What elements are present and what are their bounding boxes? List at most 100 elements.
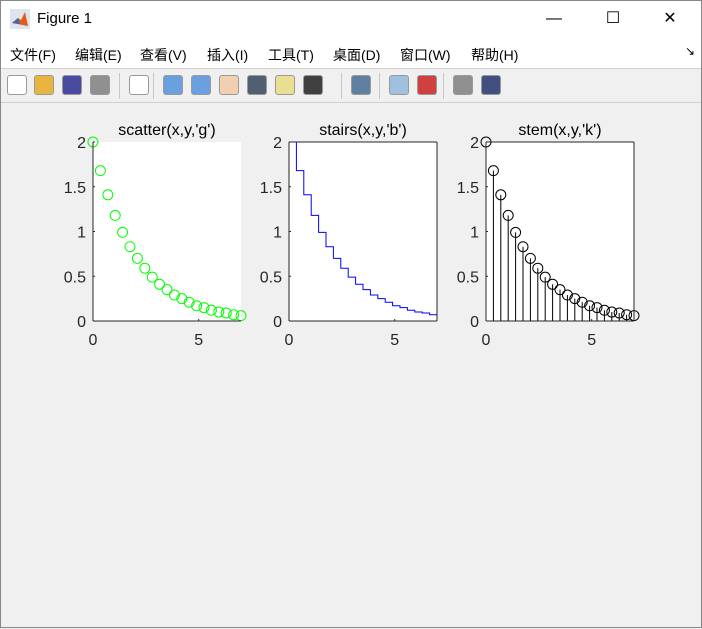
minimize-button[interactable]: — [546,10,562,27]
y-tick-label: 0.5 [64,269,86,286]
scatter-point [168,289,180,301]
legend-icon[interactable] [417,75,437,95]
pointer-icon[interactable] [129,75,149,95]
scatter-point [94,165,106,177]
y-tick-label: 2 [77,135,86,152]
rotate-icon[interactable] [247,75,267,95]
scatter-point [124,241,136,253]
stem-marker [598,304,610,316]
stem-marker [502,209,514,221]
x-tick-label: 0 [285,332,294,349]
y-tick-label: 2 [273,135,282,152]
scatter-point [146,271,158,283]
stem-marker [613,307,625,319]
plot-area [93,142,241,321]
x-tick-label: 5 [587,332,596,349]
menu-item-2[interactable]: 查看(V) [140,47,187,63]
x-tick-label: 0 [89,332,98,349]
y-tick-label: 0.5 [260,269,282,286]
zoom-out-icon[interactable] [191,75,211,95]
menu-item-0[interactable]: 文件(F) [10,47,56,63]
scatter-point [109,209,121,221]
scatter-point [117,226,129,238]
colorbar-icon[interactable] [389,75,409,95]
axes-title: stem(x,y,'k') [518,122,601,139]
y-tick-label: 2 [470,135,479,152]
stem-marker [569,293,581,305]
scatter-point [154,278,166,290]
y-tick-label: 1.5 [457,180,479,197]
new-figure-icon[interactable] [7,75,27,95]
stem-marker [510,226,522,238]
y-tick-label: 0.5 [457,269,479,286]
close-button[interactable]: ✕ [663,10,677,27]
scatter-point [191,300,203,312]
scatter-point [220,307,232,319]
toolbar-separator [443,73,444,99]
hide-tools-icon[interactable] [453,75,473,95]
stem-marker [532,262,544,274]
stem-marker [554,284,566,296]
menu-item-5[interactable]: 桌面(D) [333,47,381,63]
stem-marker [621,309,633,321]
stem-marker [517,241,529,253]
window-title: Figure 1 [37,10,93,27]
y-tick-label: 0 [273,314,282,331]
scatter-point [102,189,114,201]
y-tick-label: 1.5 [64,180,86,197]
axes-title: scatter(x,y,'g') [118,122,215,139]
scatter-point [131,252,143,264]
stem-marker [487,165,499,177]
y-tick-label: 1 [77,225,86,242]
scatter-point [198,302,210,314]
stairs-line [289,141,438,316]
menu-item-3[interactable]: 插入(I) [207,47,249,63]
stem-marker [495,189,507,201]
menu-item-4[interactable]: 工具(T) [268,47,314,63]
scatter-point [139,262,151,274]
save-icon[interactable] [62,75,82,95]
maximize-button[interactable]: ☐ [605,10,621,27]
menu-item-1[interactable]: 编辑(E) [75,47,122,63]
axes-title: stairs(x,y,'b') [319,122,407,139]
toolbar-separator [341,73,342,99]
stem-marker [576,296,588,308]
plot-area [289,142,437,321]
zoom-in-icon[interactable] [163,75,183,95]
y-tick-label: 1 [470,225,479,242]
toolbar [1,68,701,103]
stem-marker [539,271,551,283]
stem-marker [547,278,559,290]
pan-icon[interactable] [219,75,239,95]
y-tick-label: 1 [273,225,282,242]
y-tick-label: 0 [470,314,479,331]
x-tick-label: 0 [482,332,491,349]
y-tick-label: 0 [77,314,86,331]
axes-stem: 0 0.5 1 1.5 2 0 5 stem(x,y,'k') [457,122,640,349]
menu-bar: ↘ 文件(F) 编辑(E) 查看(V) 插入(I) 工具(T) 桌面(D) 窗口(W) 帮助(… [1,36,701,68]
toolbar-overflow-icon[interactable]: ↘ [685,44,696,58]
scatter-point [161,284,173,296]
show-tools-icon[interactable] [481,75,501,95]
menu-item-7[interactable]: 帮助(H) [471,47,519,63]
print-icon[interactable] [90,75,110,95]
scatter-point [205,304,217,316]
x-tick-label: 5 [194,332,203,349]
scatter-point [176,293,188,305]
open-icon[interactable] [34,75,54,95]
scatter-point [213,306,225,318]
stem-marker [524,252,536,264]
stem-marker [561,289,573,301]
stem-marker [584,300,596,312]
matlab-logo-icon [10,9,30,29]
scatter-point [183,296,195,308]
link-icon[interactable] [351,75,371,95]
data-cursor-icon[interactable] [275,75,295,95]
toolbar-separator [119,73,120,99]
brush-icon[interactable] [303,75,323,95]
figure-canvas: 0 0.5 1 1.5 2 0 5 scatter(x,y,'g') 0 0.5 1 1.5 2 0 5 st… [64,122,640,349]
stem-marker [591,302,603,314]
axes-scatter: 0 0.5 1 1.5 2 0 5 scatter(x,y,'g') [64,122,247,349]
menu-item-6[interactable]: 窗口(W) [400,47,451,63]
